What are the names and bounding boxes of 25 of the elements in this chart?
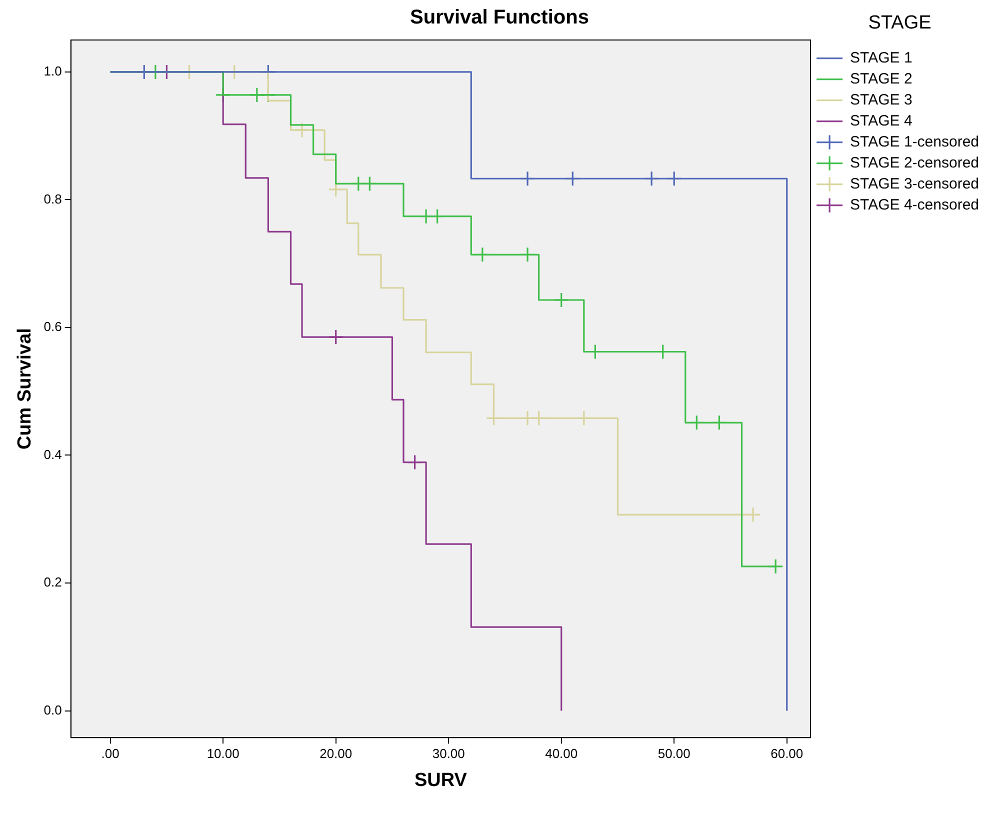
legend-label: STAGE 4 [850,112,912,130]
x-tick-label: 10.00 [206,746,240,761]
y-tick-label: 0.8 [44,191,62,206]
legend-title: STAGE [868,12,932,34]
x-tick-label: 40.00 [545,746,578,761]
legend-label: STAGE 2-censored [850,154,980,172]
legend-label: STAGE 1-censored [850,133,980,150]
x-tick-label: .00 [101,746,120,761]
y-tick-label: 1.0 [44,64,62,79]
chart-title: Survival Functions [410,6,589,29]
y-tick-label: 0.4 [44,446,62,462]
x-tick-label: 30.00 [432,746,465,761]
legend-label: STAGE 1 [850,49,912,66]
y-tick-label: 0.0 [44,702,62,718]
legend-label: STAGE 3 [850,91,912,108]
x-tick-label: 20.00 [320,746,352,761]
legend-label: STAGE 2 [850,70,912,88]
legend-label: STAGE 3-censored [850,175,980,192]
x-tick-label: 60.00 [770,746,804,761]
x-axis-title: SURV [414,770,468,791]
legend-label: STAGE 4-censored [850,196,980,214]
y-tick-label: 0.6 [44,319,62,334]
x-tick-label: 50.00 [658,746,690,761]
y-tick-label: 0.2 [44,574,62,590]
y-axis-title: Cum Survival [14,328,36,450]
